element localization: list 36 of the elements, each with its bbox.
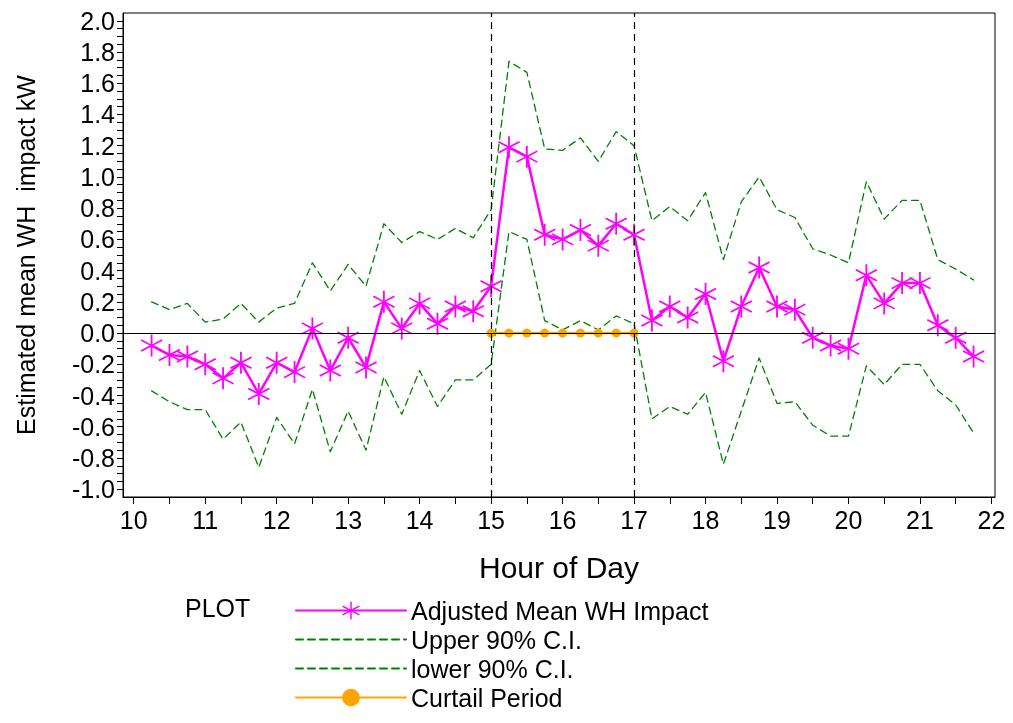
x-tick-label: 15	[477, 505, 505, 534]
y-tick-label: -1.0	[71, 475, 115, 504]
y-tick-label: 1.2	[80, 131, 115, 160]
y-tick-label: 0.8	[80, 194, 115, 223]
x-tick-label: 18	[691, 505, 720, 534]
y-tick-label: -0.2	[71, 350, 115, 379]
x-tick-label: 20	[834, 505, 863, 534]
y-tick-label: 1.8	[80, 38, 115, 67]
x-tick-label: 11	[192, 505, 219, 534]
x-tick-label: 17	[620, 505, 648, 534]
legend-label: Curtail Period	[411, 683, 563, 712]
x-tick-label: 21	[906, 505, 934, 534]
y-tick-label: -0.6	[71, 412, 115, 441]
y-tick-label: 0.0	[80, 319, 115, 348]
x-tick-label: 19	[763, 505, 791, 534]
legend-title: PLOT	[185, 593, 251, 622]
y-tick-label: 0.2	[80, 287, 115, 316]
legend-label: Adjusted Mean WH Impact	[411, 596, 709, 625]
y-tick-label: 1.0	[80, 162, 115, 191]
x-tick-label: 14	[405, 505, 434, 534]
legend-label: lower 90% C.I.	[411, 654, 574, 683]
x-tick-label: 22	[977, 505, 1006, 534]
y-tick-label: 2.0	[80, 6, 115, 35]
x-tick-label: 16	[548, 505, 577, 534]
x-tick-label: 12	[262, 505, 291, 534]
x-tick-label: 10	[119, 505, 148, 534]
y-tick-label: 0.6	[80, 225, 115, 254]
x-tick-label: 13	[334, 505, 363, 534]
y-tick-label: 1.4	[80, 100, 116, 129]
y-tick-label: 0.4	[80, 256, 116, 285]
y-tick-label: -0.4	[71, 381, 116, 410]
y-axis-title: Estimated mean WH impact kW	[11, 74, 40, 435]
legend-label: Upper 90% C.I.	[411, 625, 582, 654]
y-tick-label: 1.6	[80, 69, 115, 98]
x-axis-title: Hour of Day	[478, 550, 640, 584]
y-tick-label: -0.8	[71, 443, 115, 472]
